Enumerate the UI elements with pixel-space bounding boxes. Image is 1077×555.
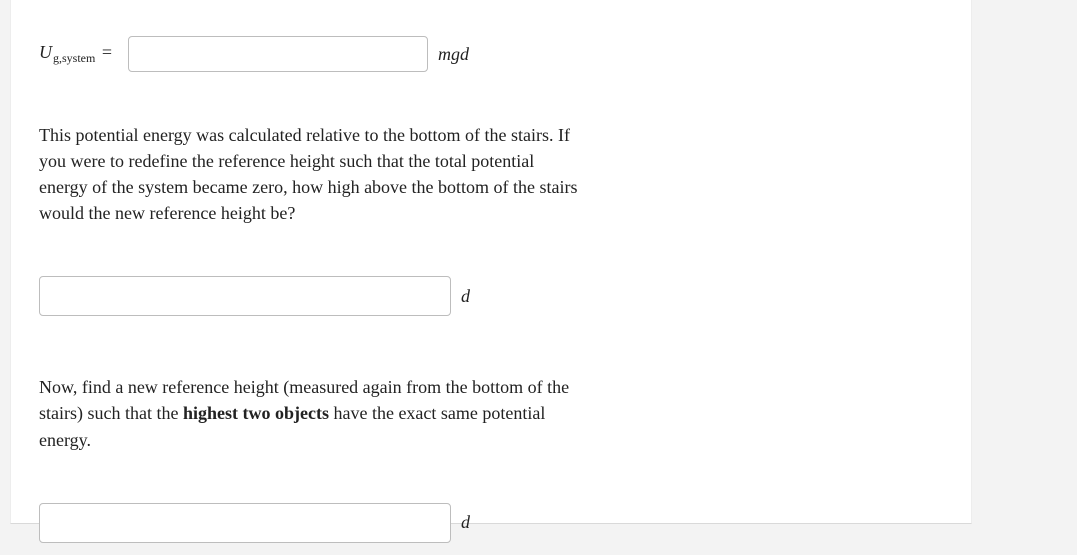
answer-input-3[interactable]	[39, 503, 451, 543]
page-background: Ug,system = mgd This potential energy wa…	[0, 0, 1077, 555]
lhs-subscript: g,system	[53, 51, 95, 65]
equals-sign: =	[102, 42, 112, 62]
input-row-3: d	[39, 503, 943, 543]
answer-input-1[interactable]	[128, 36, 428, 72]
equation-row-1: Ug,system = mgd	[39, 36, 943, 72]
unit-label-1: mgd	[438, 44, 469, 65]
paragraph-1: This potential energy was calculated rel…	[39, 122, 584, 226]
para2-bold: highest two objects	[183, 403, 329, 423]
unit-label-3: d	[461, 512, 470, 533]
paragraph-2: Now, find a new reference height (measur…	[39, 374, 584, 452]
lhs-main-symbol: U	[39, 42, 52, 62]
answer-input-2[interactable]	[39, 276, 451, 316]
equation-lhs: Ug,system =	[39, 42, 118, 67]
content-card: Ug,system = mgd This potential energy wa…	[10, 0, 972, 524]
unit-label-2: d	[461, 286, 470, 307]
content-area: Ug,system = mgd This potential energy wa…	[11, 36, 971, 543]
input-row-2: d	[39, 276, 943, 316]
